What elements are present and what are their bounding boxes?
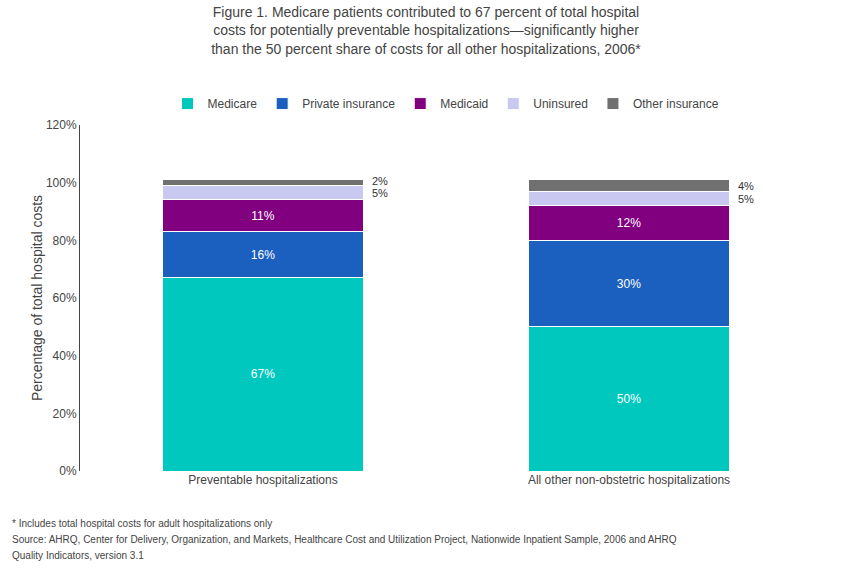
svg-text:Preventable hospitalizations: Preventable hospitalizations: [188, 473, 337, 487]
svg-text:0%: 0%: [59, 464, 77, 478]
svg-text:Private insurance: Private insurance: [302, 97, 395, 111]
svg-text:100%: 100%: [46, 176, 77, 190]
svg-text:20%: 20%: [53, 407, 77, 421]
svg-text:Source: AHRQ, Center for Deliv: Source: AHRQ, Center for Delivery, Organ…: [12, 534, 677, 545]
svg-text:* Includes total hospital cost: * Includes total hospital costs for adul…: [12, 518, 272, 529]
svg-text:16%: 16%: [251, 248, 275, 262]
svg-text:40%: 40%: [53, 349, 77, 363]
svg-text:11%: 11%: [251, 209, 274, 223]
svg-text:67%: 67%: [251, 367, 275, 381]
svg-text:5%: 5%: [738, 193, 754, 205]
svg-text:4%: 4%: [738, 180, 754, 192]
svg-text:Other insurance: Other insurance: [633, 97, 719, 111]
svg-text:Medicare: Medicare: [208, 97, 258, 111]
svg-text:Percentage of total hospital c: Percentage of total hospital costs: [29, 195, 45, 401]
svg-text:5%: 5%: [372, 187, 388, 199]
svg-text:12%: 12%: [617, 216, 641, 230]
svg-text:30%: 30%: [617, 277, 641, 291]
svg-text:All other non-obstetric hospit: All other non-obstetric hospitalizations: [528, 473, 730, 487]
svg-text:Uninsured: Uninsured: [533, 97, 588, 111]
svg-text:Quality Indicators, version 3.: Quality Indicators, version 3.1: [12, 550, 144, 561]
svg-text:60%: 60%: [53, 291, 77, 305]
svg-text:Medicaid: Medicaid: [440, 97, 488, 111]
svg-text:Figure 1. Medicare patients co: Figure 1. Medicare patients contributed …: [211, 4, 641, 56]
svg-text:50%: 50%: [617, 392, 641, 406]
svg-text:2%: 2%: [372, 175, 388, 187]
svg-text:120%: 120%: [46, 118, 77, 132]
svg-text:80%: 80%: [53, 234, 77, 248]
